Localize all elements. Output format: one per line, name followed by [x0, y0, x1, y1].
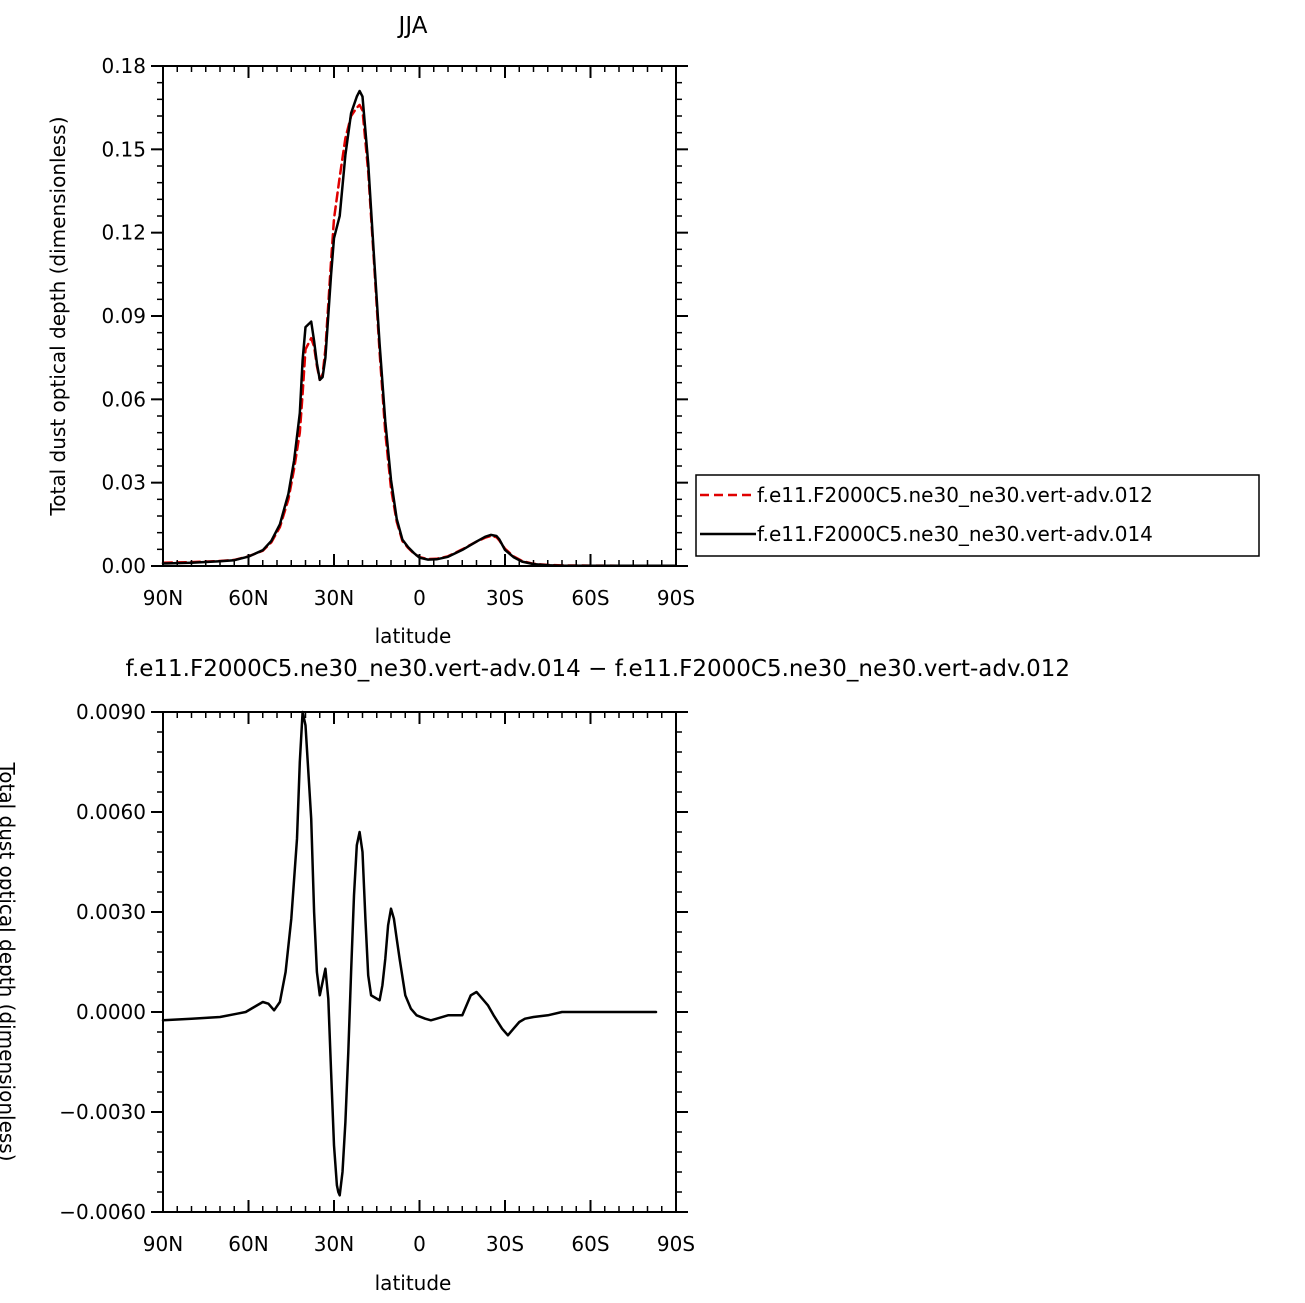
top-x-tick-label: 90S [657, 586, 695, 610]
top-x-axis-label: latitude [375, 624, 452, 648]
bottom-series-line-0 [161, 710, 658, 1197]
bottom-x-tick-label: 30N [314, 1232, 354, 1256]
top-y-tick-label: 0.15 [101, 137, 146, 161]
top-x-tick-label: 30S [486, 586, 524, 610]
bottom-series-group [161, 710, 658, 1197]
top-x-tick-label: 60S [571, 586, 609, 610]
bottom-axis-ticks: 90N 60N 30N 0 30S 60S 90S −0.0060 −0.0030 0.0000 0… [59, 700, 695, 1256]
top-plot-frame [162, 65, 677, 567]
bottom-x-tick-label: 60S [571, 1232, 609, 1256]
bottom-y-tick-label: 0.0060 [76, 800, 146, 824]
top-y-tick-label: 0.00 [101, 554, 146, 578]
top-series-group [161, 89, 678, 567]
legend: f.e11.F2000C5.ne30_ne30.vert-adv.012 f.e… [695, 474, 1260, 557]
bottom-y-tick-label: 0.0090 [76, 700, 146, 724]
legend-label-012: f.e11.F2000C5.ne30_ne30.vert-adv.012 [757, 483, 1153, 507]
top-y-tick-label: 0.12 [101, 221, 146, 245]
bottom-x-axis-label: latitude [375, 1271, 452, 1295]
top-plot-title: JJA [397, 13, 428, 39]
bottom-x-tick-label: 90N [143, 1232, 183, 1256]
bottom-y-axis-label: Total dust optical depth (dimensionless) [0, 761, 19, 1161]
top-y-tick-label: 0.06 [101, 387, 146, 411]
legend-label-014: f.e11.F2000C5.ne30_ne30.vert-adv.014 [757, 522, 1153, 546]
bottom-x-tick-label: 60N [228, 1232, 268, 1256]
bottom-y-tick-label: −0.0030 [59, 1100, 146, 1124]
top-panel: JJA 90N 60N 30N 0 30S 60S 90S 0.00 0.03 0.06 0.09 0… [46, 13, 695, 648]
top-x-tick-label: 90N [143, 586, 183, 610]
top-x-tick-label: 60N [228, 586, 268, 610]
bottom-y-tick-label: 0.0000 [76, 1000, 146, 1024]
legend-box [695, 474, 1260, 557]
top-x-tick-label: 30N [314, 586, 354, 610]
top-y-axis-label: Total dust optical depth (dimensionless) [46, 116, 70, 516]
top-series-line-0 [161, 103, 678, 567]
bottom-y-tick-label: −0.0060 [59, 1200, 146, 1224]
bottom-x-tick-label: 30S [486, 1232, 524, 1256]
top-y-tick-label: 0.03 [101, 471, 146, 495]
top-axis-ticks: 90N 60N 30N 0 30S 60S 90S 0.00 0.03 0.06 0.09 0.12 0… [101, 54, 695, 610]
bottom-x-tick-label: 90S [657, 1232, 695, 1256]
bottom-plot-title: f.e11.F2000C5.ne30_ne30.vert-adv.014 − f… [126, 656, 1070, 682]
top-y-tick-label: 0.09 [101, 304, 146, 328]
bottom-x-tick-label: 0 [413, 1232, 426, 1256]
bottom-y-tick-label: 0.0030 [76, 900, 146, 924]
bottom-panel: f.e11.F2000C5.ne30_ne30.vert-adv.014 − f… [0, 656, 1070, 1295]
top-y-tick-label: 0.18 [101, 54, 146, 78]
top-series-line-1 [161, 89, 678, 567]
top-x-tick-label: 0 [413, 586, 426, 610]
bottom-plot-frame [162, 711, 677, 1213]
